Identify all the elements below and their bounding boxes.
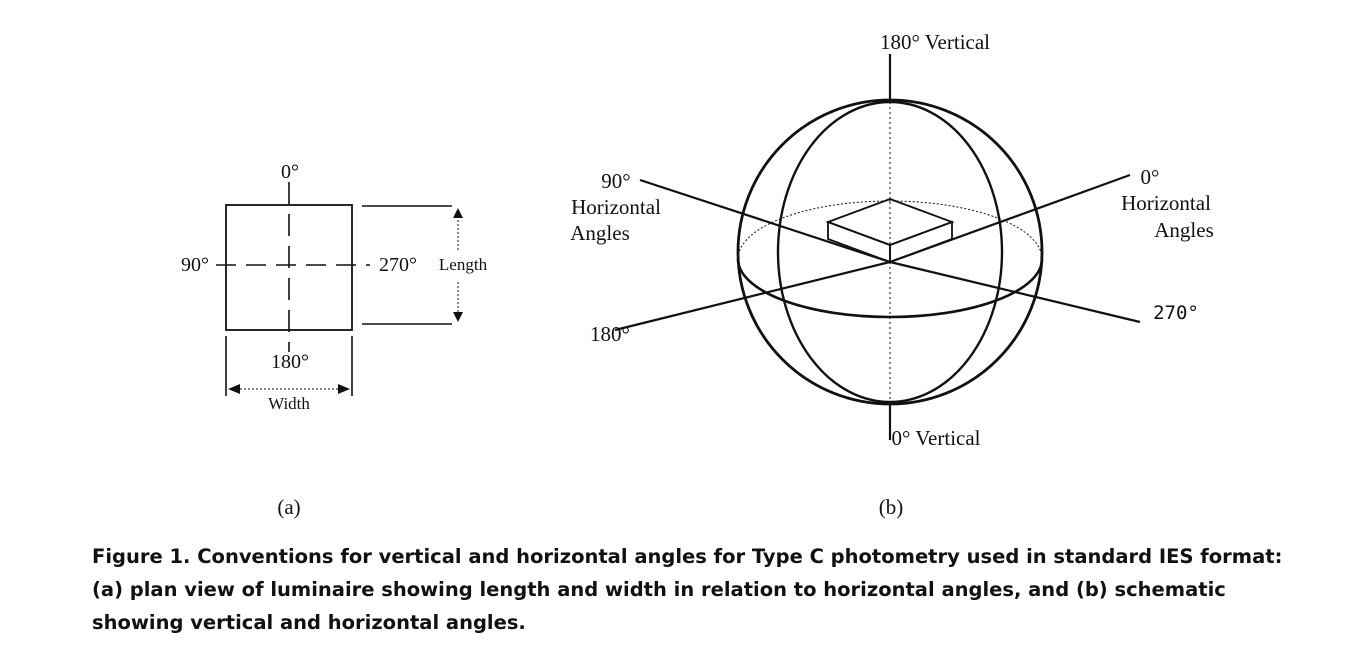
label-0-vertical: 0° Vertical <box>891 426 980 450</box>
label-180-deg-b: 180° <box>590 322 630 346</box>
label-180-vertical: 180° Vertical <box>880 30 990 54</box>
line-90-horizontal <box>639 178 891 264</box>
figure-caption: Figure 1. Conventions for vertical and h… <box>92 545 1283 634</box>
length-label: Length <box>439 255 488 274</box>
sub-caption-a: (a) <box>277 495 300 519</box>
sphere-meridian <box>776 100 1004 404</box>
label-0-deg-b: 0° <box>1141 165 1160 189</box>
label-90-deg: 90° <box>181 254 209 276</box>
label-horizontal-right: Horizontal <box>1121 191 1211 215</box>
label-180-deg: 180° <box>271 351 309 373</box>
sub-caption-b: (b) <box>879 495 904 519</box>
equator-front <box>736 258 1044 319</box>
panel-a-plan-view: 0° 90° 270° 180° Length Width (a) <box>181 161 488 519</box>
line-180-horizontal <box>614 260 891 332</box>
label-angles-right: Angles <box>1154 218 1214 242</box>
width-arrow-right <box>338 384 350 394</box>
panel-b-sphere-schematic: 180° Vertical 0° Vertical 90° Horizontal… <box>570 30 1214 519</box>
label-270-deg: 270° <box>379 254 417 276</box>
label-0-deg: 0° <box>281 161 299 183</box>
luminaire-box <box>825 198 955 264</box>
equator-back <box>737 200 1043 260</box>
sphere-outline <box>736 98 1044 406</box>
label-angles-left: Angles <box>570 221 630 245</box>
label-horizontal-left: Horizontal <box>571 195 661 219</box>
label-90-deg-b: 90° <box>601 169 630 193</box>
width-label: Width <box>268 394 310 413</box>
width-arrow-left <box>228 384 240 394</box>
label-270-deg-b: 270° <box>1153 302 1199 324</box>
